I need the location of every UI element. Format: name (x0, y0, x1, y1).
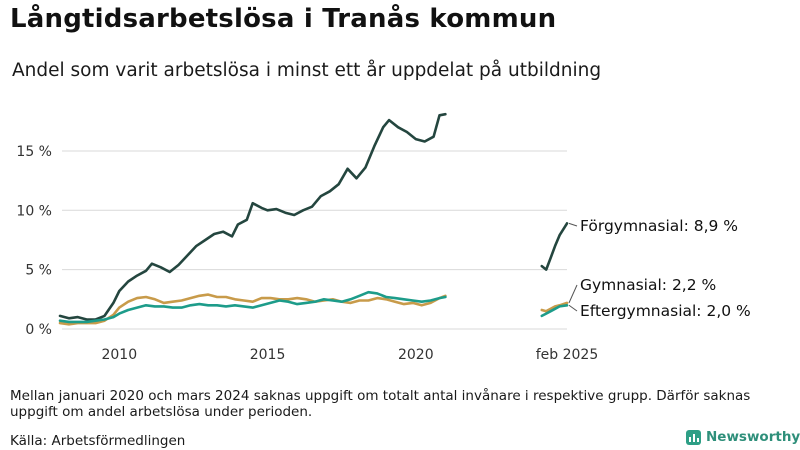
series-line-förgymnasial (58, 112, 447, 321)
label-leader (568, 304, 578, 312)
series-line-gymnasial (58, 293, 447, 326)
y-tick-label: 5 % (25, 263, 52, 279)
line-chart: 0 % 5 % 10 % 15 % 2010 2015 2020 feb 2025 Förgym… (16, 112, 751, 363)
series-end-label: Gymnasial: 2,2 % (580, 276, 716, 294)
series-line-eftergymnasial (58, 290, 447, 324)
y-tick-label: 15 % (16, 144, 52, 160)
footnote: Mellan januari 2020 och mars 2024 saknas… (10, 388, 751, 420)
y-tick-label: 0 % (25, 322, 52, 338)
y-tick-label: 10 % (16, 203, 52, 219)
series-line-eftergymnasial (540, 304, 569, 318)
source-text: Källa: Arbetsförmedlingen (10, 433, 186, 449)
series-end-label: Eftergymnasial: 2,0 % (580, 302, 751, 320)
series-line-gymnasial (540, 301, 569, 313)
series-end-label: Förgymnasial: 8,9 % (580, 217, 738, 235)
series-line-förgymnasial (540, 222, 569, 271)
newsworthy-logo: Newsworthy (686, 429, 800, 445)
newsworthy-label: Newsworthy (706, 429, 800, 445)
x-tick-label: 2010 (101, 347, 137, 363)
x-tick-label: 2020 (398, 347, 434, 363)
newsworthy-icon (686, 429, 701, 445)
label-leader (568, 284, 578, 304)
label-leader (568, 222, 578, 227)
x-tick-label: feb 2025 (536, 347, 599, 363)
x-tick-label: 2015 (250, 347, 286, 363)
chart-title: Långtidsarbetslösa i Tranås kommun (10, 4, 557, 34)
chart-subtitle: Andel som varit arbetslösa i minst ett å… (12, 60, 602, 81)
